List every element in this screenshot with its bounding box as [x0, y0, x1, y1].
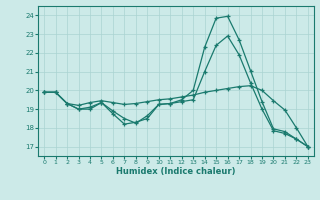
X-axis label: Humidex (Indice chaleur): Humidex (Indice chaleur) [116, 167, 236, 176]
